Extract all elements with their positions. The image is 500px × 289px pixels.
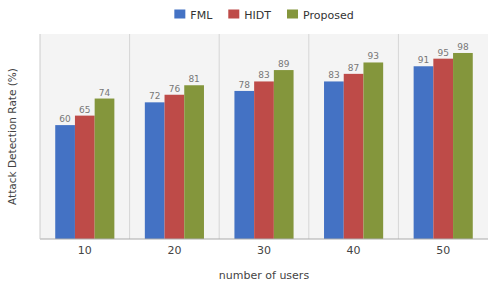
legend-swatch	[287, 10, 298, 19]
legend-label: FML	[190, 9, 213, 22]
group-separator	[398, 34, 399, 239]
group-separator	[219, 34, 220, 239]
data-label: 72	[149, 91, 160, 101]
group-separator	[308, 34, 309, 239]
data-label: 83	[328, 70, 339, 80]
bar	[234, 91, 254, 239]
plot-background	[40, 34, 488, 239]
legend-swatch	[228, 10, 239, 19]
bar	[165, 95, 185, 239]
bar	[95, 99, 115, 239]
data-label: 74	[99, 88, 111, 98]
data-labels: 60 72 78 83 91 65 76 83 87 95 74 81 89 93 98	[59, 42, 469, 124]
bar	[75, 116, 95, 239]
data-label: 78	[239, 80, 251, 90]
y-axis-line	[40, 34, 41, 239]
data-label: 81	[188, 74, 199, 84]
data-label: 89	[278, 59, 290, 69]
legend-swatch	[174, 10, 185, 19]
group-separator	[129, 34, 130, 239]
x-axis-label: number of users	[219, 269, 310, 282]
data-label: 83	[258, 70, 269, 80]
bar	[254, 81, 274, 239]
bar	[453, 53, 473, 239]
bar	[363, 62, 383, 239]
data-label: 76	[169, 84, 181, 94]
bars	[55, 53, 473, 239]
bar	[145, 102, 165, 239]
legend-label: HIDT	[244, 9, 271, 22]
bar	[324, 81, 344, 239]
x-tick-label: 30	[257, 244, 271, 257]
bar	[274, 70, 294, 239]
bar	[55, 125, 75, 239]
data-label: 93	[368, 51, 379, 61]
x-axis-line	[40, 239, 488, 240]
x-tick-label: 20	[167, 244, 181, 257]
data-label: 87	[348, 63, 359, 73]
data-label: 65	[79, 105, 90, 115]
legend-label: Proposed	[303, 9, 354, 22]
data-label: 60	[59, 114, 71, 124]
bar	[344, 74, 364, 239]
data-label: 98	[457, 42, 469, 52]
bar	[414, 66, 434, 239]
x-tick-label: 40	[347, 244, 361, 257]
legend: FML HIDT Proposed	[174, 9, 353, 22]
data-label: 95	[437, 48, 448, 58]
bar	[433, 59, 453, 239]
y-axis-label: Attack Detection Rate (%)	[6, 68, 18, 205]
bar	[184, 85, 204, 239]
chart: 60 72 78 83 91 65 76 83 87 95 74 81 89 93 98 10 20 30 40 50…	[0, 0, 500, 289]
x-tick-label: 10	[78, 244, 92, 257]
x-tick-label: 50	[436, 244, 450, 257]
data-label: 91	[418, 55, 429, 65]
